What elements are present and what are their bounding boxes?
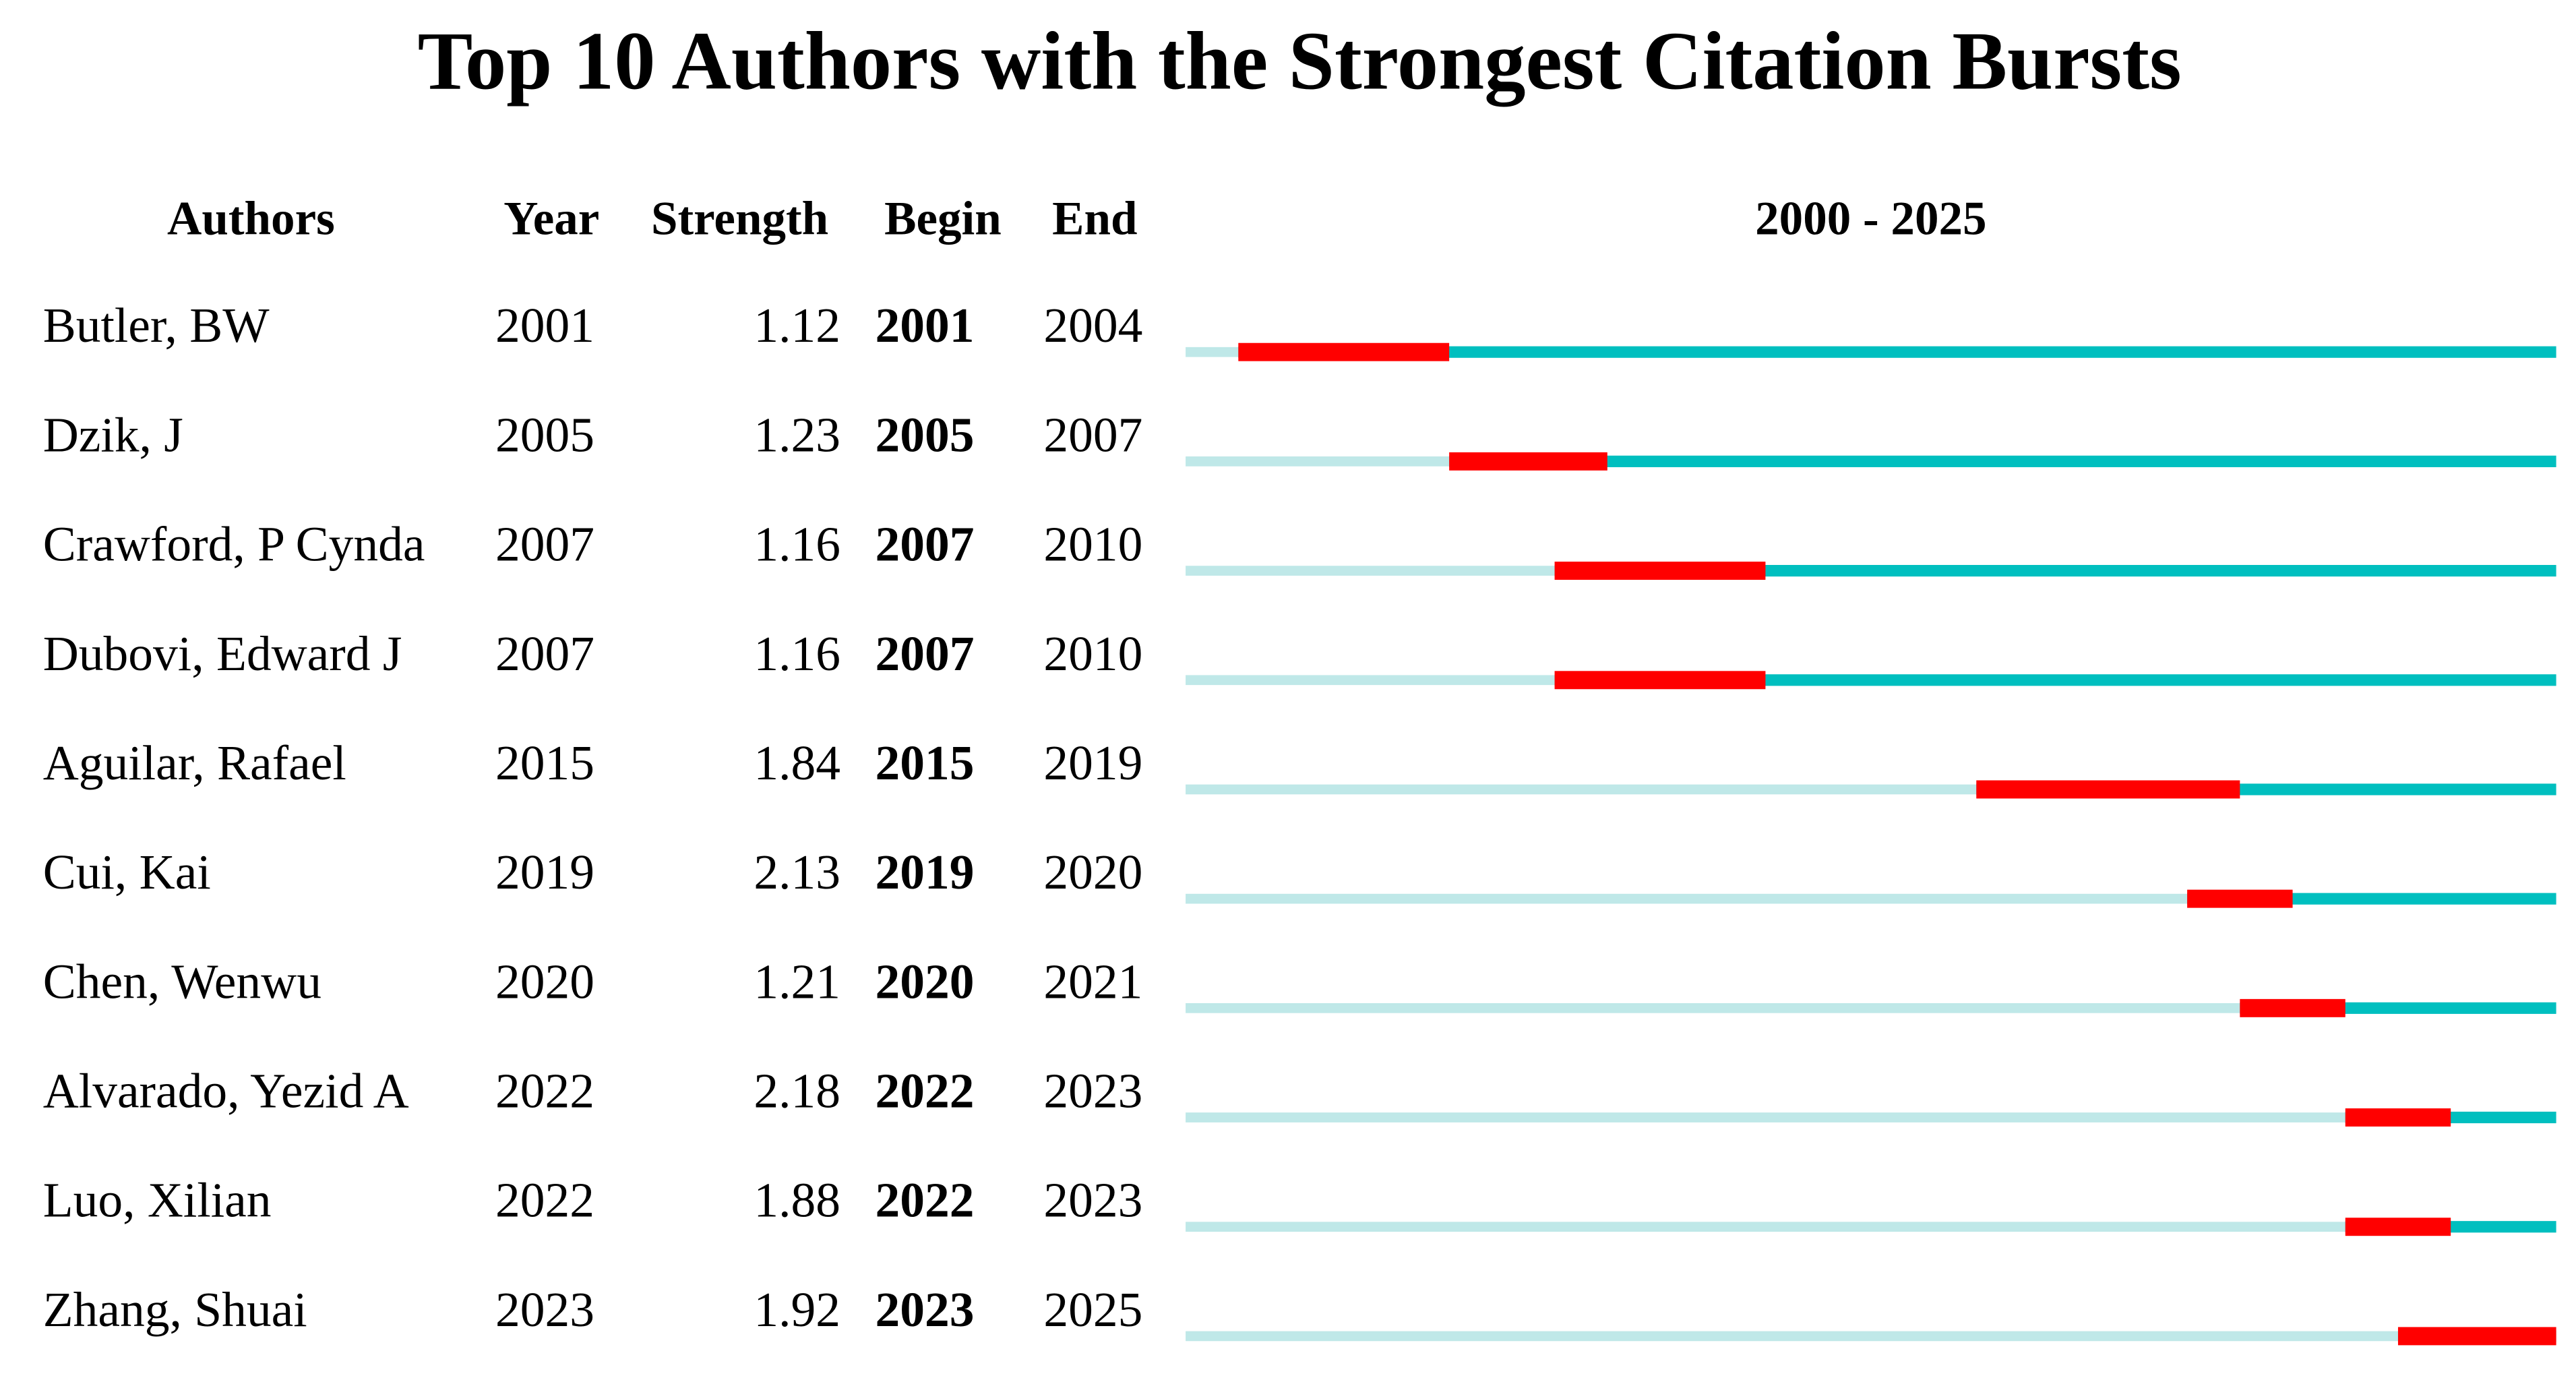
strength: 1.16 xyxy=(754,517,840,572)
begin: 2015 xyxy=(876,736,975,790)
strength: 1.16 xyxy=(754,626,840,681)
active-segment xyxy=(1238,346,2556,358)
column-header: End xyxy=(1052,192,1137,245)
before-segment xyxy=(1186,566,1555,576)
year: 2020 xyxy=(495,954,594,1009)
author-name: Cui, Kai xyxy=(43,845,211,899)
author-name: Zhang, Shuai xyxy=(43,1282,307,1337)
before-segment xyxy=(1186,347,1239,357)
column-header: Strength xyxy=(651,192,828,245)
end: 2010 xyxy=(1043,517,1142,572)
before-segment xyxy=(1186,675,1555,686)
end: 2007 xyxy=(1043,407,1142,462)
author-name: Dzik, J xyxy=(43,407,183,462)
chart-title: Top 10 Authors with the Strongest Citati… xyxy=(418,16,2182,107)
burst-bar xyxy=(2397,1327,2556,1346)
burst-bar xyxy=(1554,671,1766,690)
burst-bar xyxy=(2187,889,2293,908)
burst-bar xyxy=(1554,562,1766,580)
burst-bar xyxy=(1976,780,2240,799)
active-segment xyxy=(1554,565,2556,577)
column-header: Begin xyxy=(884,192,1002,245)
begin: 2022 xyxy=(876,1064,975,1118)
range-header: 2000 - 2025 xyxy=(1755,192,1986,245)
before-segment xyxy=(1186,1222,2345,1232)
year: 2023 xyxy=(495,1282,594,1337)
active-segment xyxy=(1554,674,2556,686)
strength: 1.88 xyxy=(754,1173,840,1228)
author-name: Alvarado, Yezid A xyxy=(43,1064,409,1118)
end: 2019 xyxy=(1043,736,1142,790)
author-name: Butler, BW xyxy=(43,298,270,353)
strength: 1.23 xyxy=(754,407,840,462)
year: 2022 xyxy=(495,1173,594,1228)
before-segment xyxy=(1186,456,1450,467)
begin: 2001 xyxy=(876,298,975,353)
strength: 1.84 xyxy=(754,736,840,790)
burst-bar xyxy=(2345,1108,2451,1127)
burst-bar xyxy=(2345,1218,2451,1236)
year: 2022 xyxy=(495,1064,594,1118)
strength: 1.21 xyxy=(754,954,840,1009)
begin: 2007 xyxy=(876,626,975,681)
author-name: Aguilar, Rafael xyxy=(43,736,346,790)
burst-bar xyxy=(1238,342,1450,361)
strength: 2.18 xyxy=(754,1064,840,1118)
before-segment xyxy=(1186,893,2188,904)
year: 2015 xyxy=(495,736,594,790)
end: 2023 xyxy=(1043,1064,1142,1118)
active-segment xyxy=(1449,455,2556,467)
before-segment xyxy=(1186,784,1977,795)
author-name: Luo, Xilian xyxy=(43,1173,272,1228)
begin: 2023 xyxy=(876,1282,975,1337)
author-name: Dubovi, Edward J xyxy=(43,626,402,681)
end: 2010 xyxy=(1043,626,1142,681)
end: 2020 xyxy=(1043,845,1142,899)
strength: 1.92 xyxy=(754,1282,840,1337)
burst-bar xyxy=(1449,452,1607,471)
strength: 2.13 xyxy=(754,845,840,899)
column-header: Year xyxy=(503,192,599,245)
begin: 2022 xyxy=(876,1173,975,1228)
begin: 2007 xyxy=(876,517,975,572)
year: 2007 xyxy=(495,517,594,572)
strength: 1.12 xyxy=(754,298,840,353)
before-segment xyxy=(1186,1002,2240,1013)
begin: 2005 xyxy=(876,407,975,462)
year: 2001 xyxy=(495,298,594,353)
end: 2004 xyxy=(1043,298,1142,353)
end: 2025 xyxy=(1043,1282,1142,1337)
year: 2005 xyxy=(495,407,594,462)
before-segment xyxy=(1186,1112,2345,1122)
column-header: Authors xyxy=(167,192,335,245)
begin: 2019 xyxy=(876,845,975,899)
end: 2023 xyxy=(1043,1173,1142,1228)
year: 2007 xyxy=(495,626,594,681)
before-segment xyxy=(1186,1331,2398,1342)
author-name: Chen, Wenwu xyxy=(43,954,321,1009)
burst-bar xyxy=(2240,998,2345,1017)
year: 2019 xyxy=(495,845,594,899)
end: 2021 xyxy=(1043,954,1142,1009)
author-name: Crawford, P Cynda xyxy=(43,517,425,572)
begin: 2020 xyxy=(876,954,975,1009)
